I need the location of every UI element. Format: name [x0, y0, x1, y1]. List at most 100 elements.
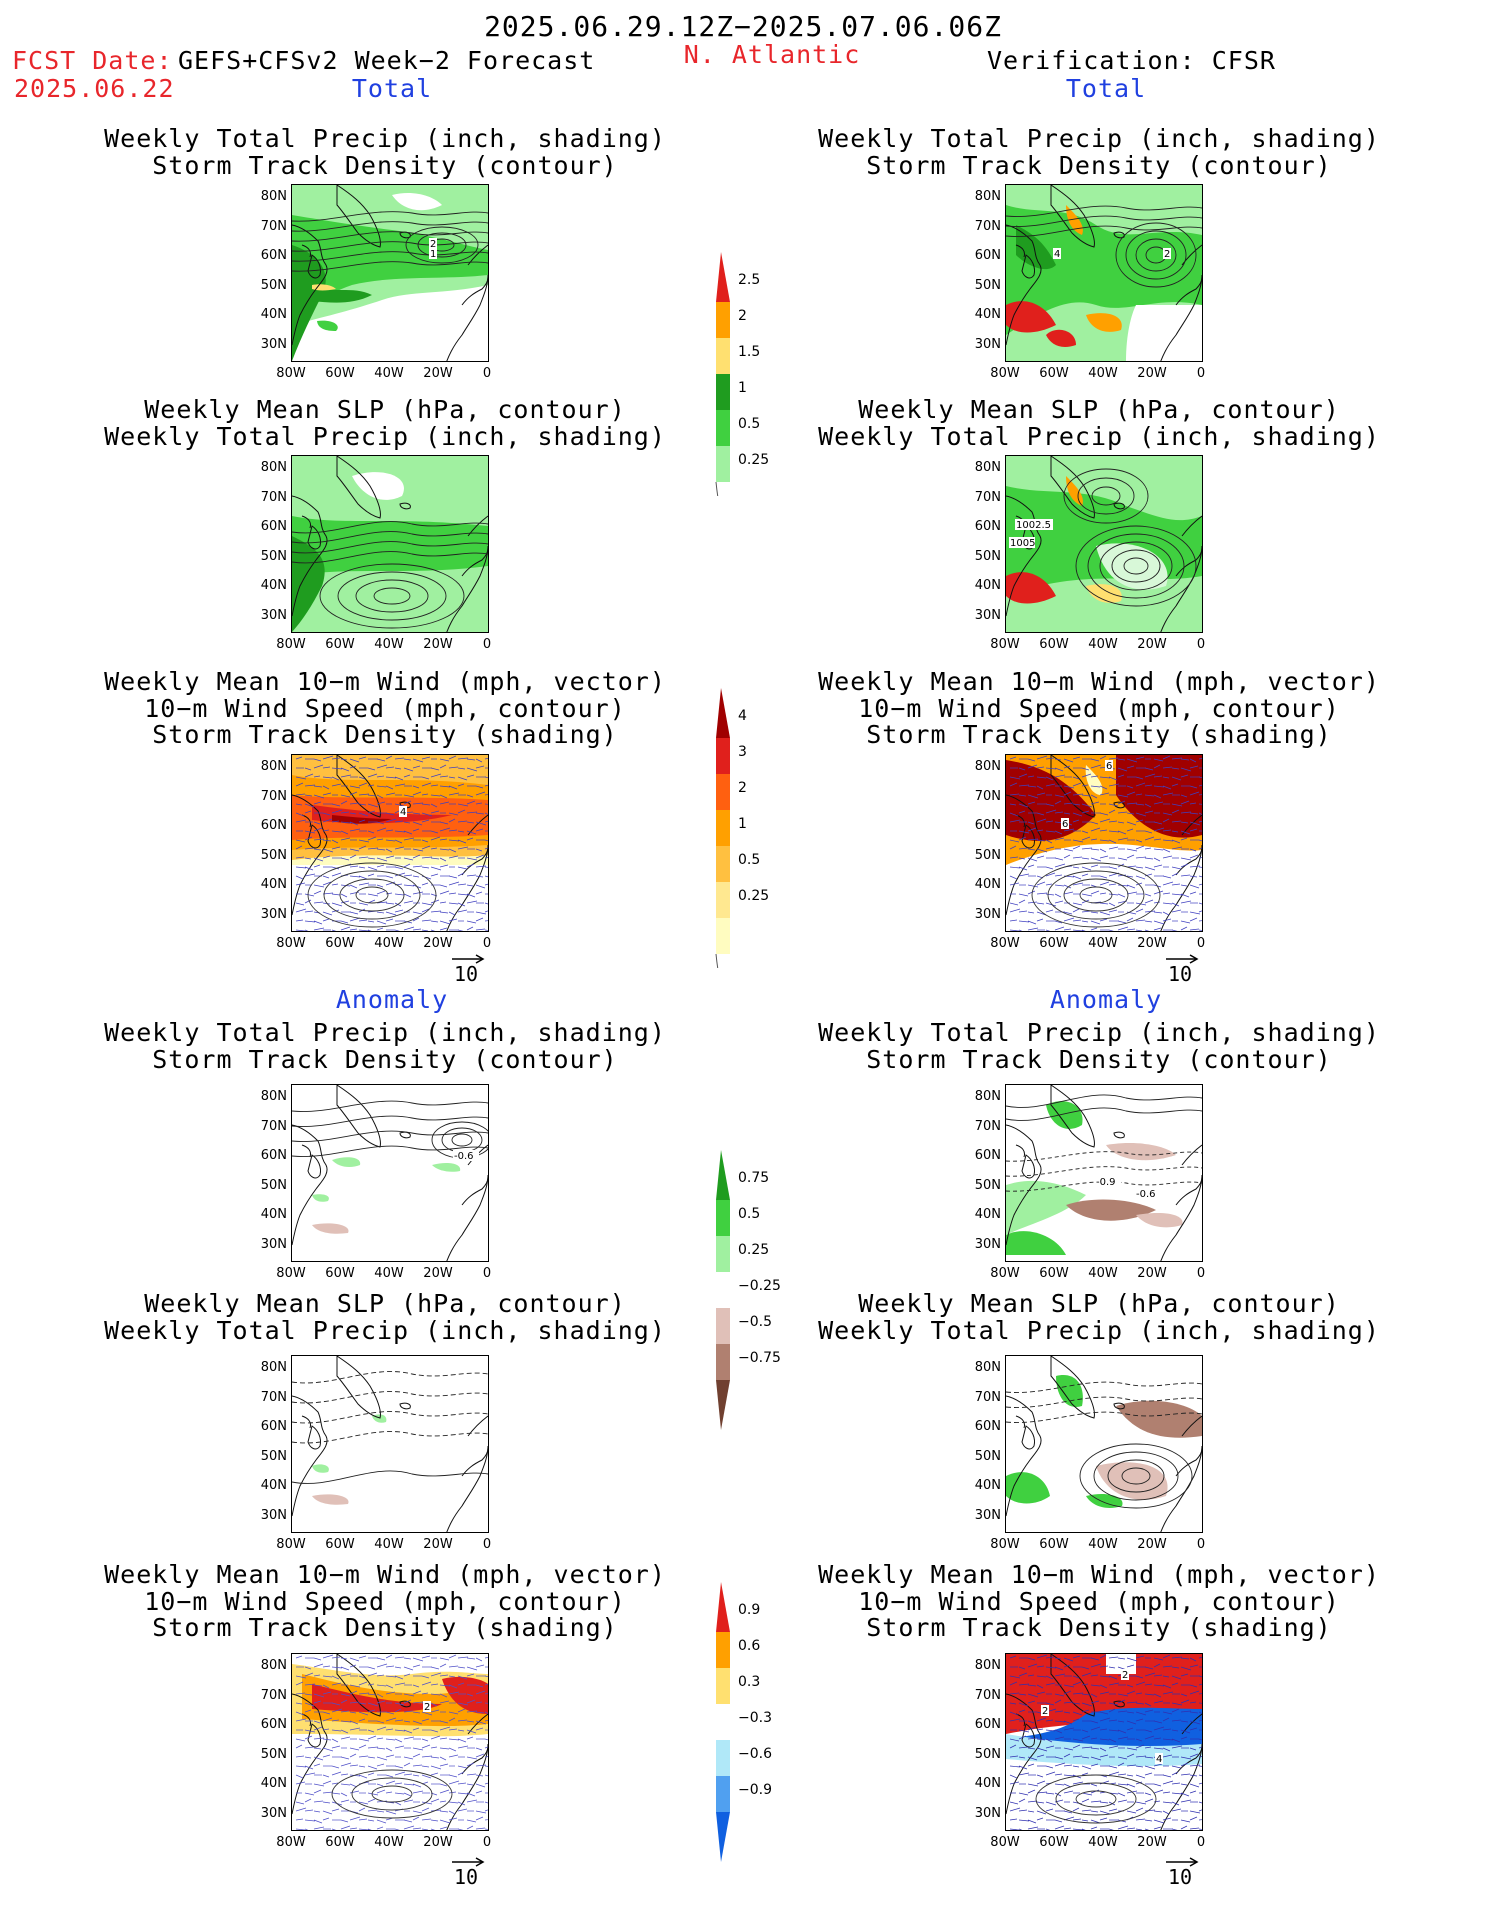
- colorbar-segment: [716, 1740, 730, 1776]
- lon-tick-label: 60W: [1039, 637, 1069, 652]
- lon-tick-label: 0: [1196, 1266, 1206, 1281]
- title-line-3: Storm Track Density (shading): [152, 720, 618, 749]
- lat-tick-label: 30N: [974, 1236, 1001, 1252]
- shading-region: [1106, 1143, 1176, 1161]
- lat-tick-label: 50N: [260, 548, 287, 564]
- lat-tick-label: 40N: [260, 578, 287, 593]
- ref-vector-label: 10: [1168, 1865, 1193, 1889]
- lat-tick-label: 60N: [974, 1717, 1001, 1732]
- colorbar-tick-label: 1: [738, 816, 747, 832]
- svg-text:2: 2: [1164, 249, 1170, 260]
- colorbar-tick-label: 4: [738, 708, 747, 724]
- lat-tick-label: 70N: [260, 1118, 287, 1134]
- lon-tick-label: 0: [1196, 637, 1206, 652]
- colorbar-segment: [716, 688, 730, 738]
- shading-region: [1085, 765, 1103, 795]
- lon-tick-label: 20W: [423, 1835, 453, 1850]
- map-svg: 1002.5 1005: [1006, 456, 1202, 632]
- contour-ovals: [1031, 862, 1161, 928]
- coastlines: [292, 1356, 488, 1532]
- title-fc-wind-storm: Weekly Mean 10−m Wind (mph, vector) 10−m…: [104, 668, 666, 749]
- colorbar-tick-label: 2: [738, 308, 747, 324]
- lat-tick-label: 80N: [260, 759, 287, 774]
- arrow-right-icon: [452, 954, 485, 964]
- lat-tick-label: 30N: [260, 1236, 287, 1252]
- colorbar-svg: [716, 1150, 730, 1430]
- contour-label: -0.6: [453, 1150, 479, 1162]
- coastlines: [1006, 1356, 1202, 1532]
- colorbar-tick-label: 0.3: [738, 1674, 761, 1690]
- lat-tick-label: 50N: [260, 1746, 287, 1762]
- colorbar-tick-label: −0.75: [738, 1350, 781, 1366]
- arrow-right-icon: [1166, 1857, 1199, 1867]
- shading-region: [312, 1223, 349, 1234]
- lon-tick-label: 80W: [276, 1266, 306, 1281]
- shading-region: [292, 516, 488, 576]
- lat-tick-label: 80N: [260, 189, 287, 204]
- lon-tick-label: 80W: [276, 1835, 306, 1850]
- lat-tick-label: 40N: [974, 1776, 1001, 1791]
- map-svg: [1006, 1356, 1202, 1532]
- contour-label: 2: [1041, 1705, 1049, 1717]
- lat-tick-label: 30N: [974, 1805, 1001, 1821]
- lat-tick-label: 40N: [974, 307, 1001, 322]
- colorbar-tick-label: −0.6: [738, 1746, 772, 1762]
- colorbar-tick-label: 3: [738, 744, 747, 760]
- lon-tick-label: 80W: [276, 366, 306, 381]
- coastlines: [292, 1085, 488, 1261]
- lon-tick-label: 40W: [1088, 366, 1118, 381]
- colorbar-segment: [716, 774, 730, 810]
- lon-tick-label: 60W: [325, 637, 355, 652]
- title-line-2: 10−m Wind Speed (mph, contour): [144, 693, 626, 723]
- title-line-1: Weekly Mean 10−m Wind (mph, vector): [818, 1560, 1380, 1589]
- title-fc-anom-wind-storm: Weekly Mean 10−m Wind (mph, vector) 10−m…: [104, 1561, 666, 1642]
- lon-tick-label: 80W: [990, 366, 1020, 381]
- lat-tick-label: 40N: [260, 307, 287, 322]
- lon-tick-label: 60W: [1039, 366, 1069, 381]
- fcst-date-value: 2025.06.22: [14, 74, 175, 103]
- contour-lines: [292, 1100, 488, 1157]
- map-svg: [292, 1356, 488, 1532]
- colorbar-segment: [716, 1380, 730, 1430]
- lat-tick-label: 30N: [974, 336, 1001, 352]
- lon-tick-label: 20W: [1137, 637, 1167, 652]
- colorbar-segment: [716, 1150, 730, 1200]
- lat-tick-label: 80N: [260, 1658, 287, 1673]
- map-vf-anom-precip-storm: -0.9 -0.6: [1005, 1084, 1203, 1262]
- lon-tick-label: 80W: [276, 936, 306, 951]
- title-line-2: Storm Track Density (contour): [152, 1044, 618, 1074]
- lat-tick-label: 80N: [974, 1658, 1001, 1673]
- svg-text:-0.9: -0.9: [1096, 1177, 1116, 1188]
- title-line-2: 10−m Wind Speed (mph, contour): [858, 1586, 1340, 1616]
- lat-tick-label: 80N: [260, 1089, 287, 1104]
- shading-region: [312, 1464, 329, 1473]
- coastlines: [292, 755, 488, 931]
- lon-tick-label: 80W: [990, 1835, 1020, 1850]
- title-line-2: Weekly Total Precip (inch, shading): [818, 421, 1380, 451]
- lon-tick-label: 80W: [990, 936, 1020, 951]
- lon-tick-label: 0: [482, 366, 492, 381]
- lat-tick-label: 80N: [974, 1360, 1001, 1375]
- shading-region: [392, 193, 442, 211]
- title-line-3: Storm Track Density (shading): [152, 1613, 618, 1642]
- map-svg: 2 2 4: [1006, 1654, 1202, 1830]
- title-line-2: Weekly Total Precip (inch, shading): [104, 421, 666, 451]
- shading-region: [312, 1494, 349, 1505]
- lon-tick-label: 60W: [1039, 1266, 1069, 1281]
- map-svg: -0.6: [292, 1085, 488, 1261]
- contour-label: 1002.5: [1015, 519, 1053, 531]
- svg-text:6: 6: [1062, 819, 1068, 830]
- lon-tick-label: 40W: [374, 1266, 404, 1281]
- lat-tick-label: 60N: [260, 248, 287, 263]
- shading-region: [302, 1674, 488, 1727]
- lat-tick-label: 70N: [974, 1389, 1001, 1405]
- shading-region: [1086, 584, 1122, 603]
- colorbar-tick-label: 0.5: [738, 1206, 761, 1222]
- fcst-date-label: FCST Date:: [12, 46, 173, 75]
- lat-tick-label: 30N: [260, 336, 287, 352]
- lon-tick-label: 80W: [276, 1537, 306, 1552]
- contour-lines: [292, 1470, 488, 1484]
